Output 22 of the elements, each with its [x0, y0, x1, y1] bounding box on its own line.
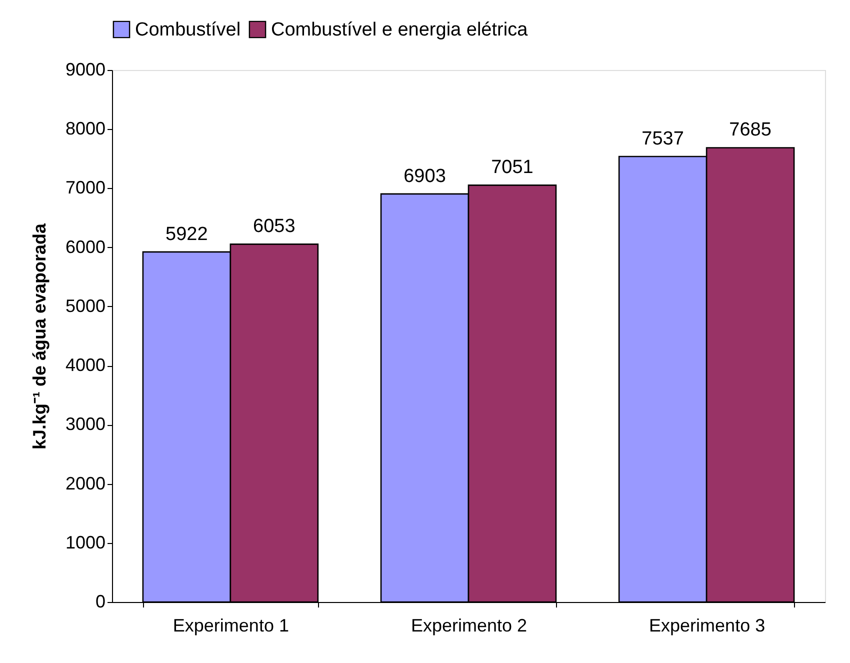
data-label: 5922 — [166, 224, 208, 245]
data-label: 6903 — [404, 166, 446, 187]
y-tick-label: 8000 — [65, 118, 106, 139]
x-tick-label: Experimento 3 — [649, 616, 766, 636]
y-tick-label: 9000 — [65, 60, 106, 80]
y-axis-title: kJ.kg⁻¹ de água evaporada — [29, 222, 50, 450]
y-tick-label: 2000 — [65, 473, 106, 494]
data-label: 7685 — [729, 120, 772, 141]
y-tick-label: 5000 — [65, 296, 106, 316]
y-tick-label: 1000 — [65, 532, 106, 552]
legend-label: Combustível — [135, 20, 241, 41]
legend-label: Combustível e energia elétrica — [271, 20, 528, 41]
y-tick-label: 0 — [95, 592, 106, 612]
y-tick-label: 7000 — [65, 178, 106, 198]
x-tick-label: Experimento 2 — [410, 616, 528, 636]
y-tick-label: 4000 — [65, 355, 106, 376]
x-tick-label: Experimento 1 — [172, 616, 289, 636]
data-label: 7051 — [491, 157, 534, 178]
y-tick-label: 6000 — [65, 236, 106, 257]
y-tick-label: 3000 — [65, 414, 106, 434]
data-label: 6053 — [253, 216, 296, 238]
data-label: 7537 — [642, 128, 684, 150]
